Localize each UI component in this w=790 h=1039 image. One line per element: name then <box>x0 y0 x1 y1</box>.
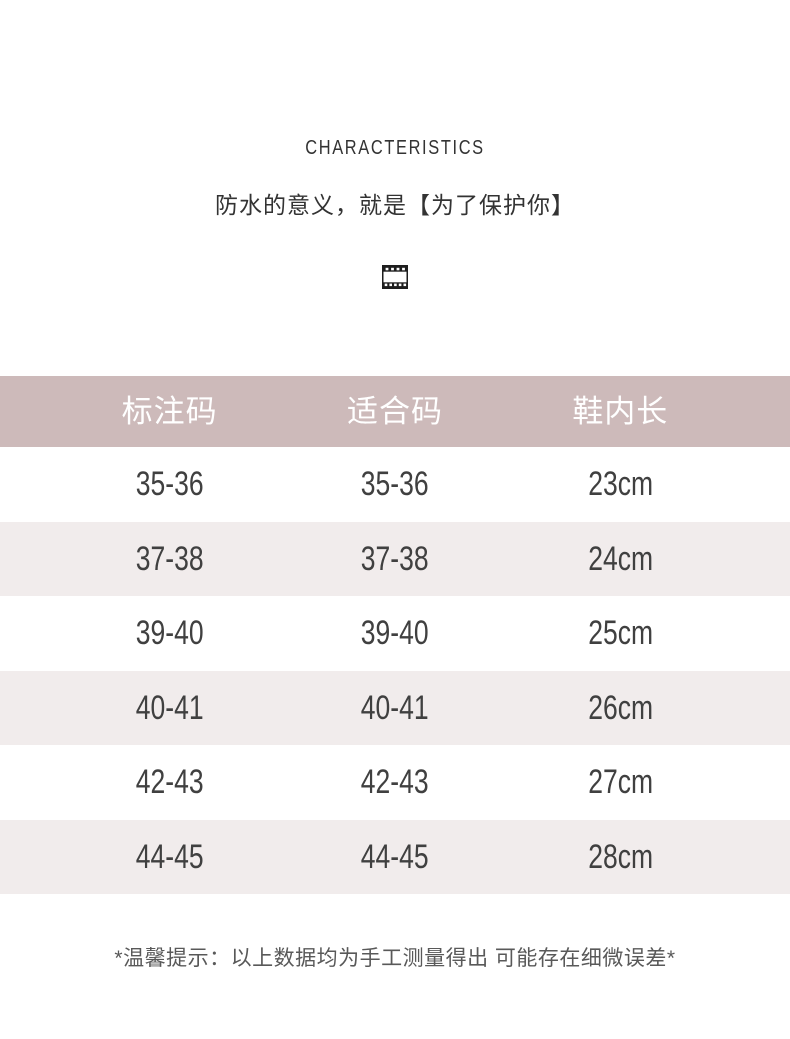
marked-size-value: 42-43 <box>135 763 204 802</box>
fit-size-value: 35-36 <box>361 465 429 504</box>
fit-size-value: 44-45 <box>361 837 429 876</box>
insole-length-value: 25cm <box>587 614 653 653</box>
size-chart-header-row: 标注码 适合码 鞋内长 <box>0 376 790 447</box>
table-row: 40-41 40-41 26cm <box>0 670 790 745</box>
fit-size-value: 42-43 <box>361 763 429 802</box>
insole-length-value: 26cm <box>587 688 653 727</box>
table-row: 37-38 37-38 24cm <box>0 521 790 596</box>
table-row: 39-40 39-40 25cm <box>0 596 790 671</box>
fit-size-value: 40-41 <box>361 688 429 727</box>
insole-length-value: 27cm <box>587 763 653 802</box>
marked-size-value: 40-41 <box>135 688 204 727</box>
insole-length-value: 23cm <box>587 465 653 504</box>
section-heading: CHARACTERISTICS <box>305 137 485 159</box>
table-row: 42-43 42-43 27cm <box>0 745 790 820</box>
fit-size-value: 39-40 <box>361 614 429 653</box>
film-strip-icon <box>382 265 408 289</box>
insole-length-value: 28cm <box>587 837 653 876</box>
measurement-disclaimer: *温馨提示：以上数据均为手工测量得出 可能存在细微误差* <box>114 947 676 970</box>
marked-size-value: 44-45 <box>135 837 204 876</box>
column-header-marked-size: 标注码 <box>121 394 218 429</box>
marked-size-value: 37-38 <box>135 539 204 578</box>
column-header-insole-length: 鞋内长 <box>572 394 669 429</box>
marked-size-value: 39-40 <box>135 614 204 653</box>
table-row: 35-36 35-36 23cm <box>0 447 790 522</box>
insole-length-value: 24cm <box>587 539 653 578</box>
fit-size-value: 37-38 <box>361 539 429 578</box>
column-header-fit-size: 适合码 <box>346 394 443 429</box>
size-chart-table: 标注码 适合码 鞋内长 35-36 35-36 23cm 37-38 37-38… <box>0 376 790 894</box>
marked-size-value: 35-36 <box>135 465 204 504</box>
table-row: 44-45 44-45 28cm <box>0 819 790 894</box>
product-tagline: 防水的意义，就是【为了保护你】 <box>215 192 575 218</box>
